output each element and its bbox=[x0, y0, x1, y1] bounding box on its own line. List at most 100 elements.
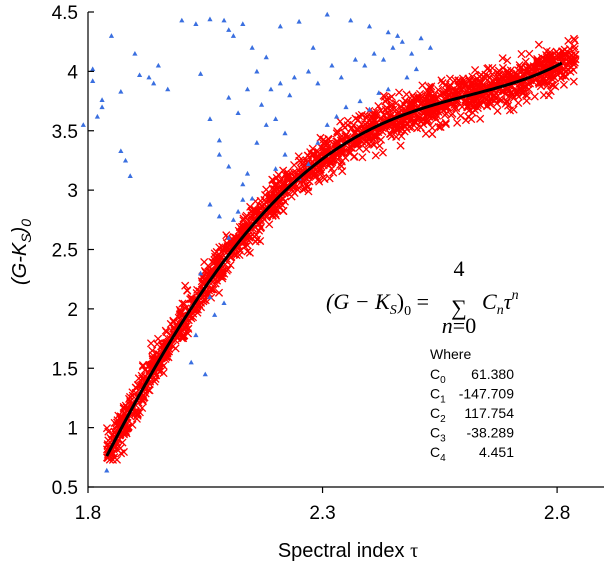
red-cross-point bbox=[411, 118, 420, 127]
blue-triangle-point bbox=[390, 45, 396, 50]
red-cross-point bbox=[258, 201, 267, 211]
red-cross-point bbox=[378, 148, 387, 157]
blue-triangle-point bbox=[207, 16, 213, 22]
blue-triangle-point bbox=[94, 113, 100, 119]
red-cross-point bbox=[234, 226, 243, 235]
x-tick-label: 2.3 bbox=[309, 503, 335, 524]
red-cross-point bbox=[252, 230, 261, 240]
blue-triangle-point bbox=[226, 163, 232, 169]
red-cross-point bbox=[333, 137, 342, 146]
red-cross-point bbox=[229, 232, 238, 241]
y-tick-label: 1 bbox=[67, 419, 78, 440]
red-cross-point bbox=[265, 220, 274, 229]
red-cross-point bbox=[539, 90, 548, 100]
red-cross-point bbox=[183, 286, 192, 295]
red-cross-point bbox=[108, 455, 118, 464]
red-cross-point bbox=[452, 104, 461, 113]
red-cross-point bbox=[387, 92, 396, 101]
blue-triangle-point bbox=[404, 74, 410, 80]
blue-triangle-point bbox=[282, 130, 288, 136]
coefficient-value: -147.709 bbox=[459, 386, 514, 402]
red-cross-point bbox=[102, 424, 112, 433]
red-cross-point bbox=[530, 92, 539, 101]
blue-triangle-point bbox=[244, 86, 251, 92]
red-cross-point bbox=[397, 102, 406, 112]
blue-triangle-point bbox=[366, 106, 373, 112]
blue-triangle-point bbox=[99, 104, 105, 110]
blue-triangle-point bbox=[399, 39, 405, 44]
red-cross-point bbox=[362, 111, 372, 121]
blue-triangle-point bbox=[291, 74, 297, 80]
red-cross-point bbox=[537, 58, 546, 67]
blue-triangle-point bbox=[324, 122, 330, 127]
red-cross-point bbox=[181, 304, 190, 313]
blue-triangle-point bbox=[324, 11, 330, 17]
red-cross-point bbox=[302, 181, 311, 190]
blue-triangle-point bbox=[221, 17, 227, 23]
red-cross-point bbox=[350, 152, 359, 161]
y-tick-label: 3.5 bbox=[52, 122, 78, 143]
red-cross-point bbox=[280, 170, 289, 179]
red-cross-point bbox=[497, 72, 506, 81]
red-cross-point bbox=[134, 381, 143, 390]
red-cross-point bbox=[148, 354, 157, 363]
blue-triangle-point bbox=[104, 467, 110, 473]
coefficient-name: C4 bbox=[430, 444, 446, 464]
blue-triangle-point bbox=[268, 86, 274, 92]
red-cross-point bbox=[317, 162, 326, 171]
y-tick-label: 1.5 bbox=[52, 359, 78, 380]
red-cross-point bbox=[543, 71, 552, 80]
blue-triangle-point bbox=[80, 122, 86, 127]
red-cross-point bbox=[524, 85, 534, 94]
blue-triangle-point bbox=[277, 80, 283, 86]
coefficient-value: 4.451 bbox=[479, 444, 514, 460]
red-cross-point bbox=[387, 101, 396, 110]
red-cross-point bbox=[322, 139, 331, 149]
red-cross-point bbox=[255, 226, 264, 235]
red-cross-point bbox=[494, 66, 504, 75]
red-cross-point bbox=[119, 409, 128, 418]
red-cross-point bbox=[178, 299, 187, 308]
red-cross-point bbox=[453, 118, 462, 127]
red-cross-point bbox=[341, 153, 350, 162]
red-cross-point bbox=[102, 453, 112, 462]
red-cross-point bbox=[430, 89, 439, 98]
blue-triangle-point bbox=[216, 213, 222, 219]
blue-triangle-point bbox=[216, 151, 222, 157]
blue-triangle-point bbox=[230, 217, 237, 222]
blue-triangle-point bbox=[122, 157, 129, 163]
red-cross-point bbox=[245, 248, 254, 257]
red-cross-point bbox=[198, 273, 207, 282]
red-cross-point bbox=[362, 145, 371, 154]
red-cross-point bbox=[494, 76, 503, 85]
red-cross-point bbox=[154, 334, 163, 343]
blue-triangle-point bbox=[207, 294, 213, 300]
red-cross-point bbox=[144, 385, 153, 395]
triangles-layer bbox=[80, 11, 434, 473]
blue-triangle-point bbox=[235, 110, 241, 116]
blue-triangle-point bbox=[202, 371, 208, 377]
red-cross-point bbox=[505, 106, 515, 115]
red-cross-point bbox=[283, 174, 292, 183]
red-cross-point bbox=[116, 449, 126, 458]
red-cross-point bbox=[222, 239, 231, 248]
red-cross-point bbox=[395, 88, 404, 97]
blue-triangle-point bbox=[132, 50, 138, 56]
red-cross-point bbox=[428, 123, 437, 132]
y-tick-label: 0.5 bbox=[52, 478, 78, 499]
red-cross-point bbox=[473, 101, 482, 110]
red-cross-point bbox=[324, 161, 333, 170]
red-cross-point bbox=[484, 63, 493, 73]
blue-triangle-point bbox=[179, 17, 185, 23]
red-cross-point bbox=[547, 80, 557, 89]
red-cross-point bbox=[362, 136, 371, 145]
red-cross-point bbox=[521, 82, 530, 92]
coefficients-label: Where bbox=[430, 346, 471, 362]
red-cross-point bbox=[428, 130, 437, 139]
red-cross-point bbox=[243, 247, 252, 256]
coefficient-name: C3 bbox=[430, 425, 446, 445]
red-cross-point bbox=[138, 403, 147, 412]
blue-triangle-point bbox=[343, 104, 349, 110]
blue-triangle-point bbox=[427, 45, 434, 50]
red-cross-point bbox=[387, 132, 396, 141]
